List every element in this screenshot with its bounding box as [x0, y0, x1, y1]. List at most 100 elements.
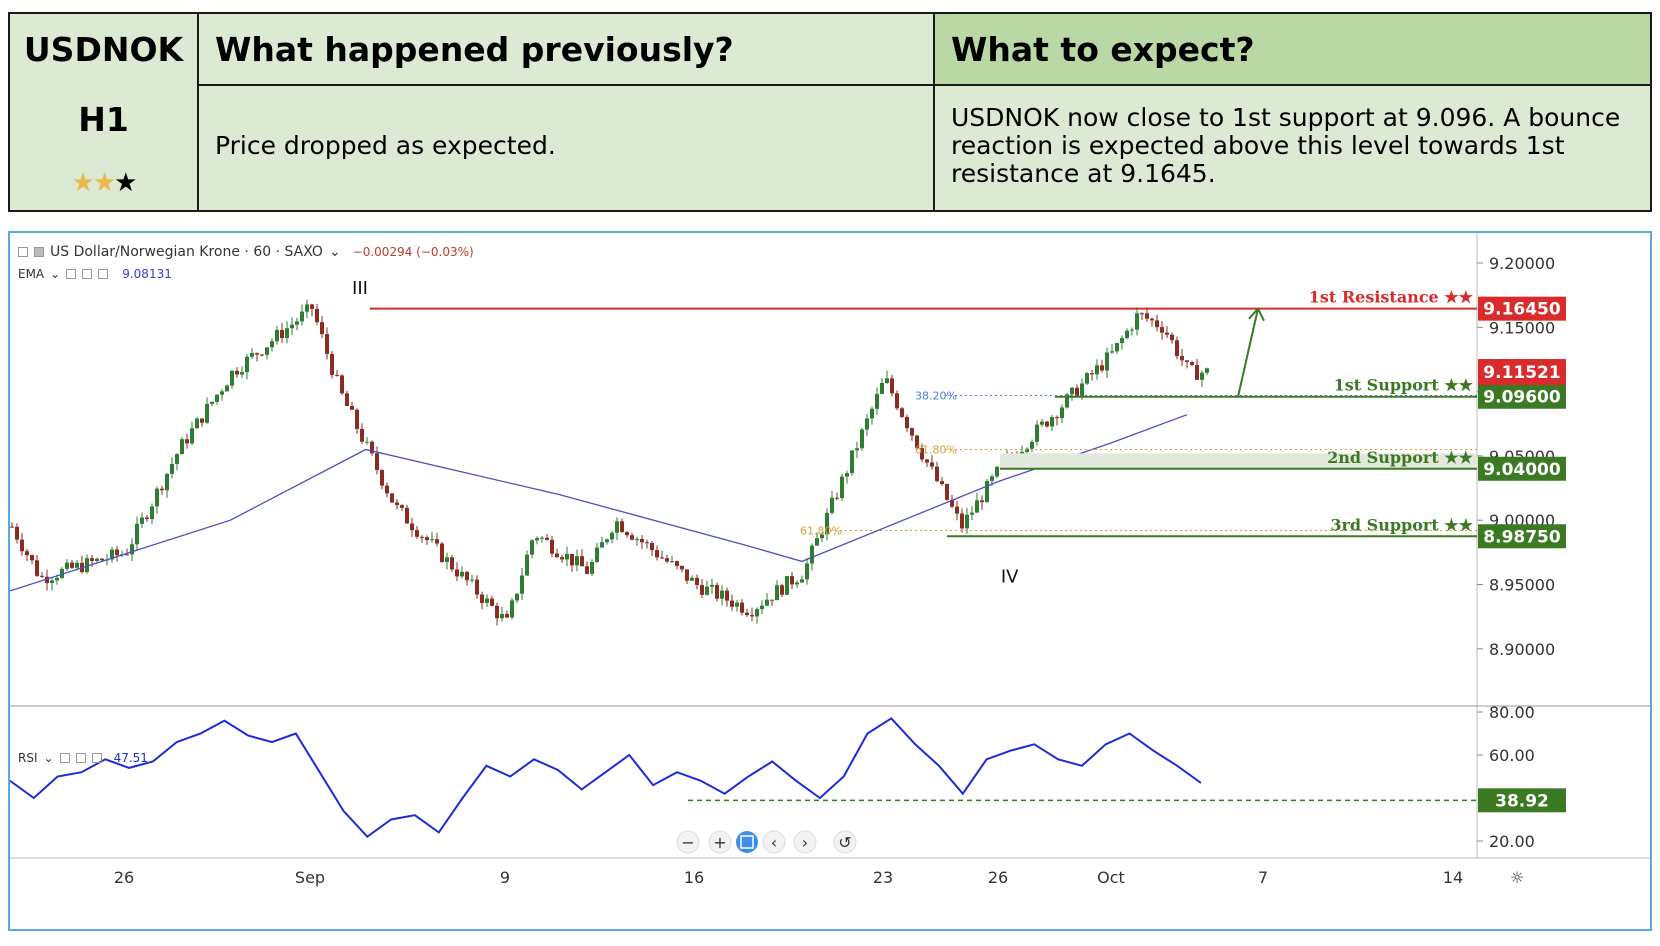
reset-icon-glyph[interactable]: ↺ — [838, 833, 851, 852]
price-tick-label: 8.95000 — [1489, 576, 1555, 595]
zoom-in-icon[interactable] — [708, 830, 732, 854]
candle-body — [525, 554, 529, 576]
candle-body — [670, 561, 674, 563]
zoom-in-icon-glyph[interactable]: + — [713, 833, 726, 852]
candle-body — [635, 539, 639, 541]
close-icon[interactable] — [91, 753, 102, 763]
time-tick-label: Oct — [1097, 868, 1125, 887]
last-price-tag — [1478, 359, 1566, 386]
candle-body — [645, 542, 649, 544]
candle-body — [75, 562, 79, 568]
collapse-icon[interactable] — [18, 247, 28, 257]
candle-body — [1150, 318, 1154, 321]
settings-icon[interactable] — [75, 753, 86, 763]
candle-body — [450, 557, 454, 570]
candle-body — [315, 308, 319, 323]
candle-body — [160, 488, 164, 491]
rsi-level-tag — [1478, 788, 1566, 813]
candle-body — [710, 584, 714, 587]
eye-icon[interactable] — [59, 753, 70, 763]
candle-body — [665, 558, 669, 562]
level-name: 3rd Support ★★ — [1330, 515, 1473, 534]
candle-body — [585, 566, 589, 574]
candle-body — [1110, 351, 1114, 353]
candle-body — [505, 613, 509, 618]
symbol-name: USDNOK — [23, 30, 184, 69]
ema-label[interactable]: EMA — [18, 267, 45, 281]
instrument-title[interactable]: US Dollar/Norwegian Krone · 60 · SAXO — [50, 244, 323, 260]
candle-body — [1190, 362, 1194, 365]
candle-body — [605, 539, 609, 543]
candle-body — [1105, 352, 1109, 371]
time-tick-label: 9 — [500, 868, 510, 887]
scroll-left-icon-glyph[interactable]: ‹ — [771, 833, 777, 852]
rsi-legend: RSI ⌄ 47.51 — [18, 751, 148, 765]
timeframe: H1 — [78, 100, 129, 139]
scroll-right-icon-glyph[interactable]: › — [802, 833, 808, 852]
candle-body — [125, 554, 129, 556]
candle-body — [650, 542, 654, 551]
candle-body — [170, 463, 174, 474]
time-tick-label: 7 — [1258, 868, 1268, 887]
candle-body — [610, 532, 614, 540]
candle-body — [445, 557, 449, 562]
candle-body — [115, 549, 119, 556]
chevron-down-icon[interactable]: ⌄ — [50, 267, 61, 281]
scroll-left-icon[interactable] — [762, 830, 786, 854]
candle-body — [830, 497, 834, 513]
rsi-level-tag-text: 38.92 — [1495, 791, 1549, 811]
candle-body — [460, 571, 464, 577]
reset-icon[interactable] — [833, 830, 857, 854]
candle-body — [145, 517, 149, 520]
fullscreen-icon[interactable] — [736, 831, 758, 853]
scroll-right-icon[interactable] — [793, 830, 817, 854]
candle-body — [395, 502, 399, 506]
candle-body — [675, 561, 679, 566]
candle-body — [250, 353, 254, 357]
candle-body — [155, 488, 159, 507]
level-price-tag-text: 9.09600 — [1483, 388, 1561, 408]
candle-body — [110, 549, 114, 560]
price-chart[interactable]: 9.200009.150009.100009.050009.000008.950… — [8, 231, 1652, 931]
analysis-header-table: USDNOK H1 ★★★ What happened previously? … — [8, 12, 1652, 212]
expect-title: What to expect? — [951, 30, 1255, 69]
settings-icon[interactable] — [82, 269, 93, 279]
rsi-label[interactable]: RSI — [18, 751, 38, 765]
candle-body — [325, 334, 329, 354]
candle-body — [1050, 417, 1054, 427]
candle-body — [480, 594, 484, 603]
candle-body — [560, 557, 564, 560]
zoom-out-icon[interactable] — [676, 830, 700, 854]
candle-body — [285, 328, 289, 339]
candle-body — [855, 448, 859, 451]
zoom-out-icon-glyph[interactable]: − — [681, 833, 694, 852]
candle-body — [690, 577, 694, 581]
candle-body — [660, 557, 664, 559]
candle-body — [60, 568, 64, 578]
candle-body — [950, 499, 954, 507]
candle-body — [935, 466, 939, 482]
close-icon[interactable] — [98, 269, 109, 279]
previous-body-cell: Price dropped as expected. — [197, 84, 935, 212]
expect-text: USDNOK now close to 1st support at 9.096… — [951, 103, 1621, 188]
candle-body — [1080, 383, 1084, 397]
candle-body — [615, 521, 619, 533]
time-tick-label: 26 — [988, 868, 1008, 887]
level-price-tag — [1478, 296, 1566, 321]
candle-body — [240, 372, 244, 375]
candle-body — [875, 393, 879, 409]
candle-body — [190, 428, 194, 444]
candle-body — [740, 602, 744, 613]
candle-body — [540, 537, 544, 539]
price-change: −0.00294 (−0.03%) — [352, 245, 474, 259]
candle-body — [520, 575, 524, 594]
candle-body — [765, 599, 769, 606]
chevron-down-icon[interactable]: ⌄ — [328, 244, 341, 260]
chart-canvas[interactable]: 9.200009.150009.100009.050009.000008.950… — [10, 233, 1650, 929]
candle-body — [500, 613, 504, 619]
eye-icon[interactable] — [66, 269, 77, 279]
candle-body — [820, 534, 824, 539]
chevron-down-icon[interactable]: ⌄ — [43, 751, 54, 765]
candle-body — [360, 428, 364, 442]
projection-arrow-head — [1248, 306, 1265, 322]
